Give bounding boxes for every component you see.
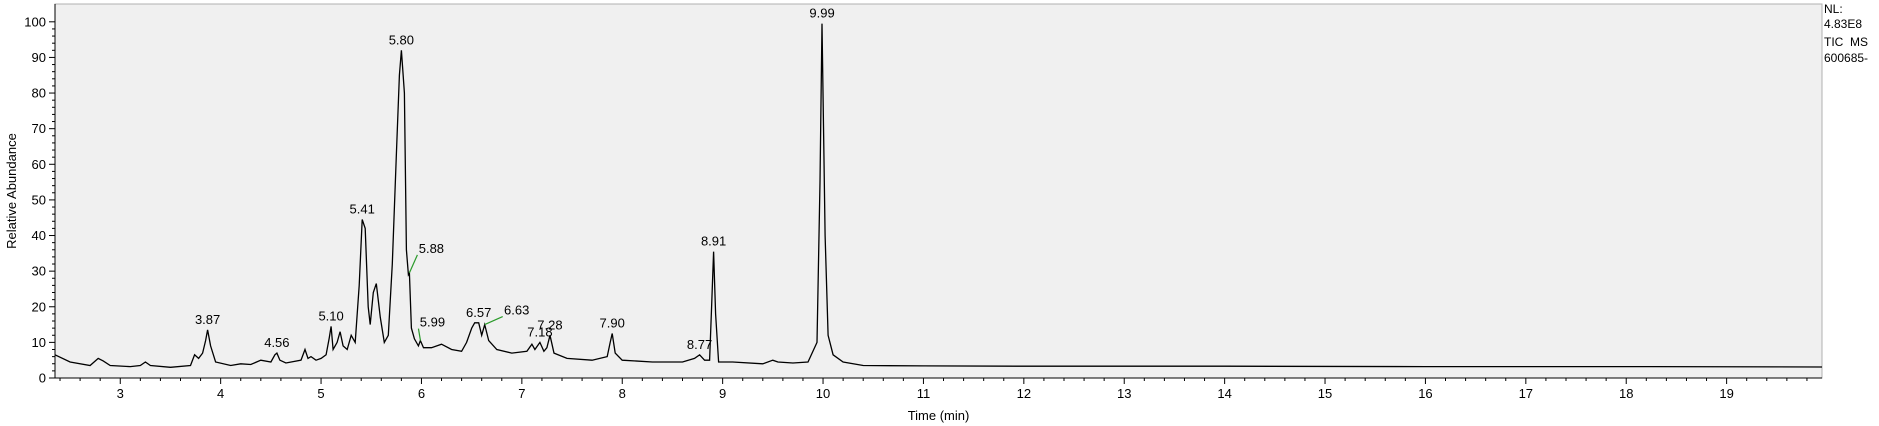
peak-label: 6.63 (504, 303, 529, 318)
y-tick-label: 30 (32, 264, 46, 279)
plot-area (54, 3, 1823, 379)
y-tick-label: 0 (39, 371, 46, 386)
x-tick-label: 11 (917, 386, 931, 401)
y-tick-label: 80 (32, 86, 46, 101)
x-axis-title: Time (min) (908, 408, 970, 423)
peak-label: 3.87 (195, 312, 220, 327)
x-tick-label: 18 (1619, 386, 1633, 401)
peak-label: 8.77 (687, 337, 712, 352)
y-tick-label: 20 (32, 299, 46, 314)
y-tick-label: 10 (32, 335, 46, 350)
x-tick-label: 6 (418, 386, 425, 401)
peak-label: 7.90 (600, 315, 625, 330)
peak-label: 5.88 (419, 241, 444, 256)
sample-id: 600685- (1824, 51, 1869, 65)
peak-connector-line (417, 328, 422, 341)
y-tick-label: 50 (32, 192, 46, 207)
tic-trace-line (54, 23, 1823, 368)
peak-connector-line (484, 316, 503, 326)
peak-label: 7.18 (527, 324, 552, 339)
y-tick-label: 100 (24, 14, 46, 29)
peak-label: 5.41 (350, 201, 375, 216)
x-axis-ticks: 3 4 5 6 7 8 9 10 11 12 13 14 15 16 17 18 19 (59, 378, 1808, 401)
y-axis-title: Relative Abundance (4, 133, 19, 249)
x-tick-label: 5 (317, 386, 324, 401)
x-tick-label: 16 (1418, 386, 1432, 401)
peak-connector-line (408, 254, 418, 274)
y-tick-label: 70 (32, 121, 46, 136)
y-tick-label: 60 (32, 157, 46, 172)
peak-label: 5.80 (389, 32, 414, 47)
peak-label: 5.99 (420, 315, 445, 330)
x-tick-label: 17 (1519, 386, 1533, 401)
peak-labels: 3.87 4.56 5.10 5.41 5.80 5.88 5.99 6.57 6.63 7.18… (195, 6, 835, 352)
peak-label: 5.10 (318, 308, 343, 323)
x-tick-label: 15 (1318, 386, 1332, 401)
nl-label: NL: (1824, 2, 1843, 16)
nl-value: 4.83E8 (1824, 17, 1863, 31)
x-tick-label: 4 (217, 386, 224, 401)
peak-label: 7.28 (537, 317, 562, 332)
y-tick-label: 90 (32, 50, 46, 65)
x-tick-label: 13 (1117, 386, 1131, 401)
x-tick-label: 7 (518, 386, 525, 401)
x-tick-label: 12 (1017, 386, 1031, 401)
x-tick-label: 19 (1719, 386, 1733, 401)
peak-label: 8.91 (701, 234, 726, 249)
x-tick-label: 9 (719, 386, 726, 401)
peak-connectors (408, 254, 503, 341)
scan-type: TIC MS (1824, 35, 1868, 49)
peak-label: 4.56 (264, 335, 289, 350)
x-tick-label: 8 (619, 386, 626, 401)
y-axis-ticks: 0 10 20 30 40 50 60 70 80 90 100 (24, 14, 55, 386)
peak-label: 9.99 (809, 6, 834, 21)
peak-label: 6.57 (466, 305, 491, 320)
y-tick-label: 40 (32, 228, 46, 243)
x-tick-label: 14 (1217, 386, 1231, 401)
x-tick-label: 3 (117, 386, 124, 401)
x-tick-label: 10 (816, 386, 830, 401)
